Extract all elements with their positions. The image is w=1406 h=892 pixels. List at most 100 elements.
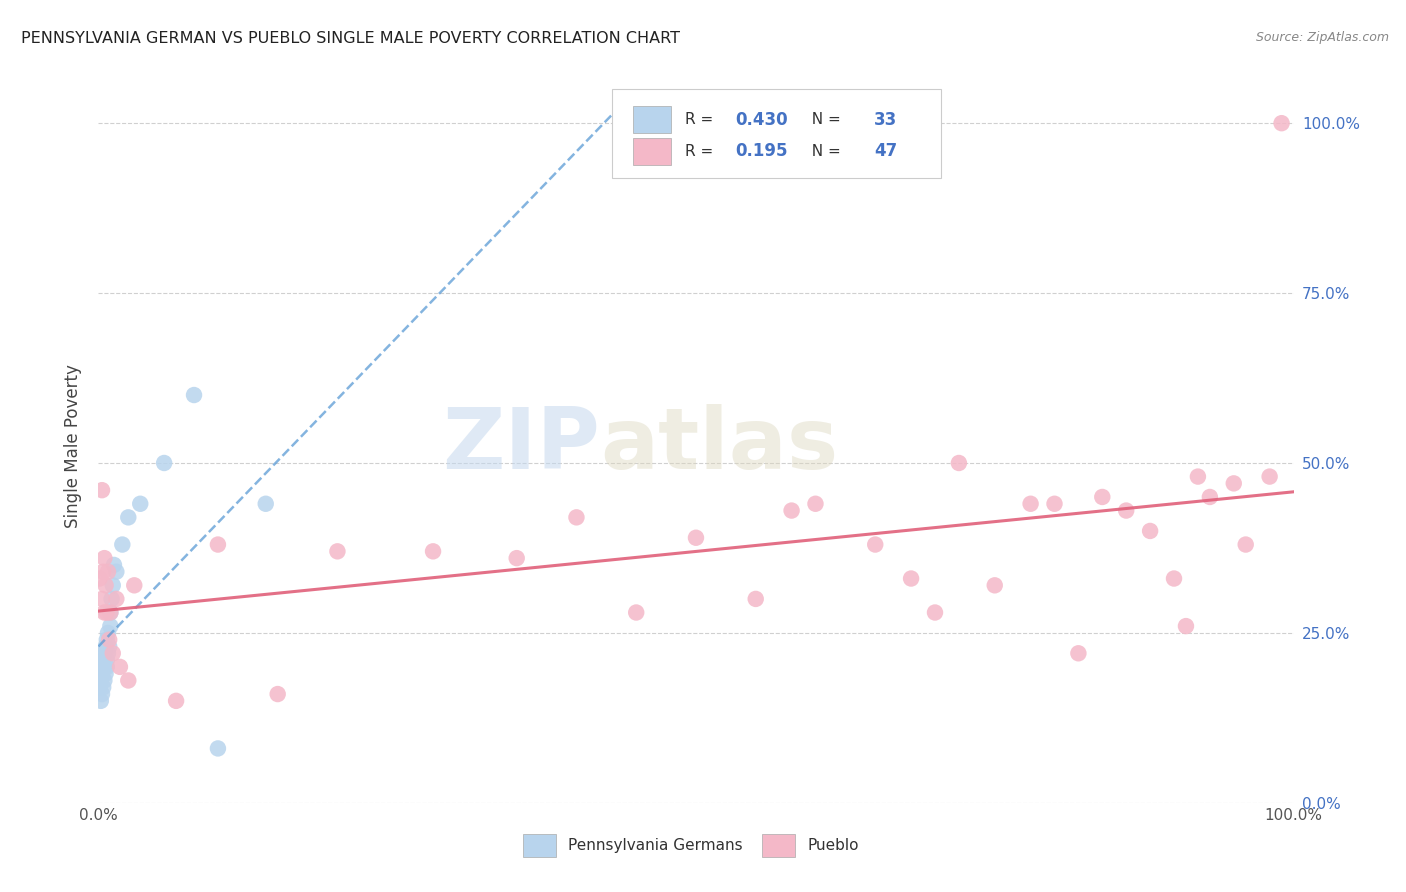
Text: Pueblo: Pueblo — [807, 838, 859, 853]
Point — [254, 497, 277, 511]
Point — [105, 591, 128, 606]
FancyBboxPatch shape — [613, 89, 941, 178]
Point — [103, 558, 125, 572]
Point — [153, 456, 176, 470]
Point — [91, 591, 114, 606]
Text: 33: 33 — [875, 111, 897, 128]
Point — [1091, 490, 1114, 504]
Point — [924, 606, 946, 620]
Point — [506, 551, 529, 566]
Bar — [633, 106, 671, 134]
Point — [626, 606, 648, 620]
Point — [1223, 476, 1246, 491]
Point — [100, 591, 122, 606]
Point — [91, 666, 114, 681]
Point — [1019, 497, 1042, 511]
Point — [98, 606, 122, 620]
Point — [97, 626, 120, 640]
Point — [91, 687, 114, 701]
Point — [984, 578, 1007, 592]
Point — [1163, 572, 1185, 586]
Point — [165, 694, 187, 708]
Point — [105, 565, 128, 579]
Text: R =: R = — [685, 144, 723, 159]
Point — [804, 497, 827, 511]
Point — [98, 640, 121, 654]
Point — [948, 456, 970, 470]
Text: 0.430: 0.430 — [735, 111, 787, 128]
Point — [1271, 116, 1294, 130]
Point — [93, 660, 115, 674]
Point — [90, 694, 112, 708]
Point — [94, 640, 117, 654]
Point — [89, 680, 111, 694]
Point — [745, 591, 768, 606]
Point — [207, 741, 229, 756]
Text: ZIP: ZIP — [443, 404, 600, 488]
Bar — [762, 834, 796, 857]
Text: 47: 47 — [875, 143, 897, 161]
Text: PENNSYLVANIA GERMAN VS PUEBLO SINGLE MALE POVERTY CORRELATION CHART: PENNSYLVANIA GERMAN VS PUEBLO SINGLE MAL… — [21, 31, 681, 46]
Point — [124, 578, 146, 592]
Point — [1067, 646, 1090, 660]
Text: R =: R = — [685, 112, 718, 128]
Point — [1139, 524, 1161, 538]
Point — [101, 578, 124, 592]
Point — [326, 544, 349, 558]
Point — [89, 572, 111, 586]
Point — [780, 503, 803, 517]
Point — [117, 673, 139, 688]
Point — [90, 673, 112, 688]
Text: 0.195: 0.195 — [735, 143, 787, 161]
Point — [129, 497, 152, 511]
Bar — [633, 137, 671, 165]
Point — [96, 606, 118, 620]
Point — [422, 544, 444, 558]
Point — [101, 646, 124, 660]
Point — [865, 537, 887, 551]
Point — [94, 666, 117, 681]
Point — [98, 632, 121, 647]
Point — [1258, 469, 1281, 483]
Text: atlas: atlas — [600, 404, 838, 488]
Point — [96, 653, 118, 667]
Text: Pennsylvania Germans: Pennsylvania Germans — [568, 838, 742, 853]
Point — [900, 572, 922, 586]
Point — [91, 565, 114, 579]
Point — [91, 483, 114, 498]
Point — [93, 673, 115, 688]
Point — [565, 510, 588, 524]
Point — [97, 565, 120, 579]
Text: N =: N = — [803, 112, 846, 128]
Point — [1115, 503, 1137, 517]
Point — [98, 619, 122, 633]
Point — [93, 551, 115, 566]
Point — [1187, 469, 1209, 483]
Point — [96, 632, 118, 647]
Text: Source: ZipAtlas.com: Source: ZipAtlas.com — [1256, 31, 1389, 45]
Bar — [523, 834, 557, 857]
Point — [1199, 490, 1222, 504]
Point — [1175, 619, 1198, 633]
Point — [91, 680, 114, 694]
Point — [94, 578, 117, 592]
Point — [93, 606, 115, 620]
Point — [1234, 537, 1257, 551]
Point — [183, 388, 205, 402]
Point — [91, 660, 114, 674]
Point — [108, 660, 131, 674]
Point — [97, 646, 120, 660]
Point — [111, 537, 134, 551]
Point — [93, 646, 115, 660]
Point — [207, 537, 229, 551]
Point — [117, 510, 139, 524]
Text: N =: N = — [803, 144, 846, 159]
Point — [1043, 497, 1066, 511]
Point — [91, 646, 114, 660]
Point — [98, 606, 122, 620]
Point — [91, 653, 114, 667]
Point — [267, 687, 290, 701]
Y-axis label: Single Male Poverty: Single Male Poverty — [65, 364, 83, 528]
Point — [685, 531, 707, 545]
Point — [96, 660, 118, 674]
